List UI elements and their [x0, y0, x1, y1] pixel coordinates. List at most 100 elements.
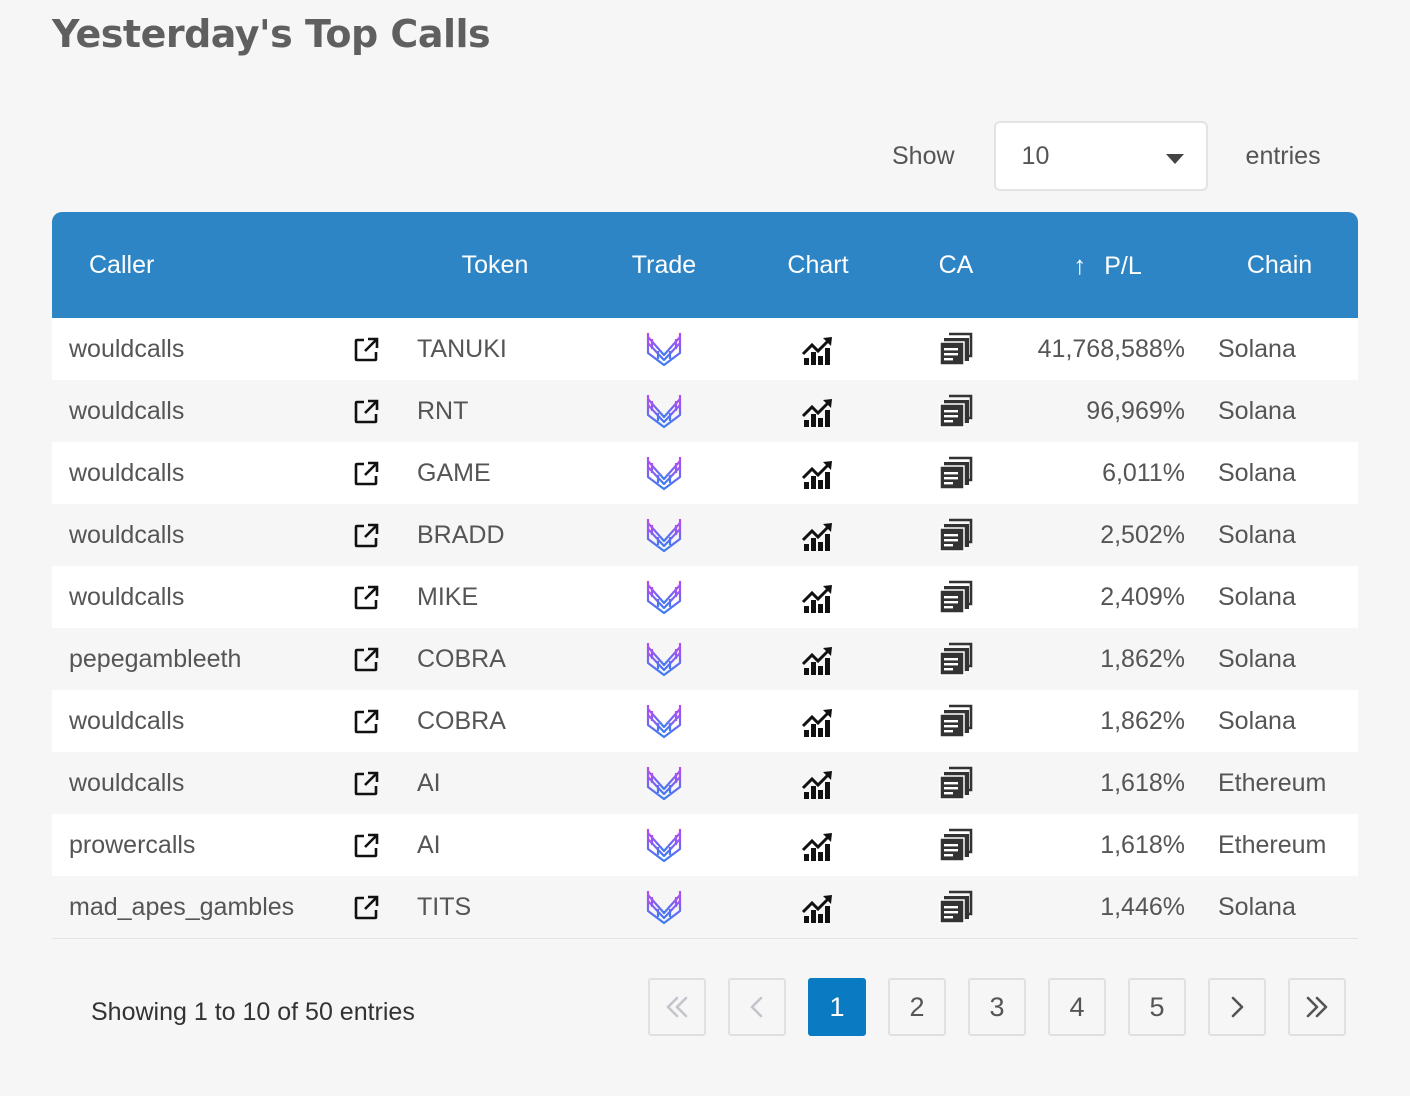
page-button-2[interactable]: 2 [888, 978, 946, 1036]
caller-link-cell [332, 628, 400, 690]
page-button-3[interactable]: 3 [968, 978, 1026, 1036]
chart-up-icon[interactable] [801, 394, 835, 428]
chart-cell [738, 442, 898, 504]
column-header-chart[interactable]: Chart [787, 250, 849, 279]
copy-contract-icon[interactable] [938, 331, 974, 367]
copy-contract-icon[interactable] [938, 827, 974, 863]
sort-ascending-icon: ↑ [1073, 249, 1087, 280]
table-row: wouldcalls RNT 96,969% Solana [52, 380, 1358, 442]
page-button-1[interactable]: 1 [808, 978, 866, 1036]
copy-contract-icon[interactable] [938, 765, 974, 801]
trade-platform-logo-icon[interactable] [644, 515, 684, 555]
external-link-icon[interactable] [352, 336, 380, 364]
external-link-icon[interactable] [352, 522, 380, 550]
trade-cell [590, 690, 738, 752]
first-page-icon [663, 993, 691, 1021]
chart-up-icon[interactable] [801, 704, 835, 738]
caller-link-cell [332, 690, 400, 752]
chart-up-icon[interactable] [801, 766, 835, 800]
caller-link-cell [332, 380, 400, 442]
trade-cell [590, 876, 738, 938]
token-name: AI [417, 768, 441, 797]
copy-contract-icon[interactable] [938, 703, 974, 739]
external-link-icon[interactable] [352, 770, 380, 798]
caller-name: wouldcalls [69, 396, 185, 425]
column-header-trade[interactable]: Trade [631, 250, 697, 279]
chart-cell [738, 504, 898, 566]
page-button-5[interactable]: 5 [1128, 978, 1186, 1036]
column-header-token[interactable]: Token [461, 250, 529, 279]
token-name: COBRA [417, 706, 506, 735]
caller-name: pepegambleeth [69, 644, 242, 673]
caller-name: prowercalls [69, 830, 196, 859]
external-link-icon[interactable] [352, 646, 380, 674]
trade-cell [590, 318, 738, 380]
trade-platform-logo-icon[interactable] [644, 763, 684, 803]
caller-link-cell [332, 442, 400, 504]
entries-per-page-select[interactable]: 10 [993, 121, 1208, 191]
page-title: Yesterday's Top Calls [52, 12, 491, 56]
trade-cell [590, 380, 738, 442]
chart-up-icon[interactable] [801, 580, 835, 614]
chart-up-icon[interactable] [801, 332, 835, 366]
caller-name: wouldcalls [69, 768, 185, 797]
chart-cell [738, 876, 898, 938]
trade-platform-logo-icon[interactable] [644, 639, 684, 679]
previous-page-button[interactable] [728, 978, 786, 1036]
chain-name: Solana [1218, 396, 1296, 425]
column-header-ca[interactable]: CA [938, 250, 974, 279]
column-header-chain[interactable]: Chain [1246, 250, 1313, 279]
token-name: TITS [417, 892, 472, 921]
top-calls-table: Caller Token Trade Chart CA ↑ P/L Chain w… [52, 212, 1358, 939]
caller-link-cell [332, 504, 400, 566]
chart-up-icon[interactable] [801, 518, 835, 552]
caller-link-cell [332, 814, 400, 876]
external-link-icon[interactable] [352, 460, 380, 488]
copy-contract-icon[interactable] [938, 889, 974, 925]
chain-name: Solana [1218, 706, 1296, 735]
external-link-icon[interactable] [352, 708, 380, 736]
table-row: prowercalls AI 1,618% Ethereum [52, 814, 1358, 876]
next-page-button[interactable] [1208, 978, 1266, 1036]
page-button-4[interactable]: 4 [1048, 978, 1106, 1036]
column-header-pl[interactable]: ↑ P/L [1014, 212, 1201, 318]
chain-name: Solana [1218, 520, 1296, 549]
table-row: wouldcalls COBRA 1,862% Solana [52, 690, 1358, 752]
trade-platform-logo-icon[interactable] [644, 887, 684, 927]
external-link-icon[interactable] [352, 398, 380, 426]
copy-contract-icon[interactable] [938, 393, 974, 429]
ca-cell [898, 628, 1014, 690]
copy-contract-icon[interactable] [938, 455, 974, 491]
ca-cell [898, 504, 1014, 566]
first-page-button[interactable] [648, 978, 706, 1036]
pl-value: 1,862% [1100, 706, 1185, 735]
table-row: wouldcalls BRADD 2,502% Solana [52, 504, 1358, 566]
chevron-down-icon [1165, 154, 1184, 164]
last-page-button[interactable] [1288, 978, 1346, 1036]
copy-contract-icon[interactable] [938, 579, 974, 615]
copy-contract-icon[interactable] [938, 517, 974, 553]
copy-contract-icon[interactable] [938, 641, 974, 677]
chart-up-icon[interactable] [801, 828, 835, 862]
chart-up-icon[interactable] [801, 890, 835, 924]
chart-up-icon[interactable] [801, 456, 835, 490]
chart-cell [738, 318, 898, 380]
trade-platform-logo-icon[interactable] [644, 329, 684, 369]
trade-platform-logo-icon[interactable] [644, 701, 684, 741]
trade-platform-logo-icon[interactable] [644, 825, 684, 865]
trade-cell [590, 566, 738, 628]
pl-value: 96,969% [1086, 396, 1185, 425]
trade-platform-logo-icon[interactable] [644, 453, 684, 493]
external-link-icon[interactable] [352, 832, 380, 860]
external-link-icon[interactable] [352, 584, 380, 612]
caller-name: wouldcalls [69, 706, 185, 735]
trade-platform-logo-icon[interactable] [644, 391, 684, 431]
chart-cell [738, 814, 898, 876]
ca-cell [898, 318, 1014, 380]
column-header-caller[interactable]: Caller [89, 250, 155, 279]
external-link-icon[interactable] [352, 894, 380, 922]
chart-up-icon[interactable] [801, 642, 835, 676]
trade-platform-logo-icon[interactable] [644, 577, 684, 617]
table-body: wouldcalls TANUKI 41,768,588% Solana wouldca… [52, 318, 1358, 938]
pl-value: 2,502% [1100, 520, 1185, 549]
